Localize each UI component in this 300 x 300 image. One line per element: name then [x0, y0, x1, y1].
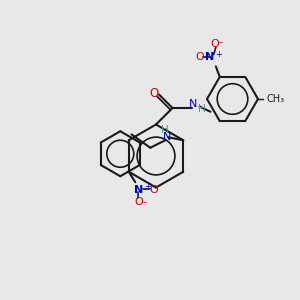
- Text: O: O: [150, 185, 159, 195]
- Text: O: O: [195, 52, 204, 62]
- Text: O: O: [134, 197, 143, 207]
- Text: O: O: [149, 86, 158, 100]
- Text: H: H: [198, 104, 206, 115]
- Text: CH₃: CH₃: [266, 94, 284, 104]
- Text: -: -: [142, 197, 146, 207]
- Text: N: N: [189, 99, 198, 110]
- Text: H: H: [161, 125, 169, 135]
- Text: N: N: [163, 132, 172, 142]
- Text: N: N: [134, 185, 143, 195]
- Text: -: -: [219, 37, 223, 47]
- Text: +: +: [144, 182, 151, 191]
- Text: N: N: [205, 52, 214, 62]
- Text: O: O: [210, 39, 219, 49]
- Text: +: +: [215, 50, 222, 59]
